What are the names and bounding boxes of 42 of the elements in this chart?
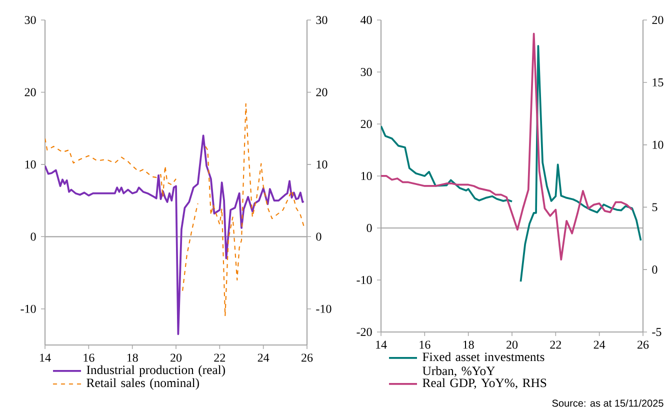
y2-tick-label: 20 bbox=[652, 16, 664, 24]
y2-tick-label: 0 bbox=[316, 232, 322, 241]
x-tick-label: 14 bbox=[40, 354, 51, 362]
y-tick-label: 10 bbox=[361, 172, 372, 180]
x-tick-label: 26 bbox=[638, 340, 649, 349]
y-tick-label: 30 bbox=[24, 16, 36, 24]
y2-tick-label: -10 bbox=[316, 304, 332, 313]
y-tick-label: 10 bbox=[25, 160, 36, 168]
y2-tick-label: 10 bbox=[316, 160, 328, 168]
x-tick-label: 16 bbox=[84, 354, 94, 362]
x-tick-label: 22 bbox=[550, 340, 561, 349]
x-tick-label: 22 bbox=[214, 354, 226, 362]
y-tick-label: -10 bbox=[356, 276, 372, 284]
x-tick-label: 14 bbox=[376, 340, 387, 349]
y-tick-label: 20 bbox=[360, 120, 372, 128]
y-tick-label: 0 bbox=[30, 232, 36, 241]
y-tick-label: 40 bbox=[360, 16, 372, 24]
y-tick-label: 0 bbox=[366, 224, 372, 232]
y2-tick-label: 0 bbox=[652, 266, 658, 274]
x-tick-label: 24 bbox=[258, 354, 270, 362]
y2-tick-label: 10 bbox=[652, 140, 664, 149]
y-tick-label: 30 bbox=[360, 68, 372, 76]
x-tick-label: 18 bbox=[127, 354, 138, 362]
y-tick-label: 20 bbox=[24, 88, 36, 96]
x-tick-label: 24 bbox=[594, 340, 606, 349]
legend-label: Retail sales (nominal) bbox=[86, 378, 199, 390]
y2-tick-label: 15 bbox=[652, 78, 664, 86]
legend-label: Industrial production (real) bbox=[86, 365, 226, 377]
source-note: Source: as at 15/11/2025 bbox=[552, 399, 664, 407]
y-tick-label: -20 bbox=[356, 328, 372, 336]
y2-tick-label: 20 bbox=[316, 88, 328, 96]
x-tick-label: 16 bbox=[420, 340, 430, 349]
x-tick-label: 18 bbox=[463, 340, 474, 349]
y2-tick-label: -5 bbox=[652, 328, 662, 336]
y-tick-label: -10 bbox=[20, 304, 36, 313]
x-tick-label: 26 bbox=[302, 354, 313, 362]
y2-tick-label: 5 bbox=[652, 203, 658, 212]
legend-label: Real GDP, YoY%, RHS bbox=[422, 378, 546, 389]
y2-tick-label: 30 bbox=[316, 16, 328, 24]
x-tick-label: 20 bbox=[170, 354, 182, 362]
legend-label: Fixed asset investments Urban, %YoY bbox=[422, 352, 544, 377]
x-tick-label: 20 bbox=[506, 340, 518, 349]
